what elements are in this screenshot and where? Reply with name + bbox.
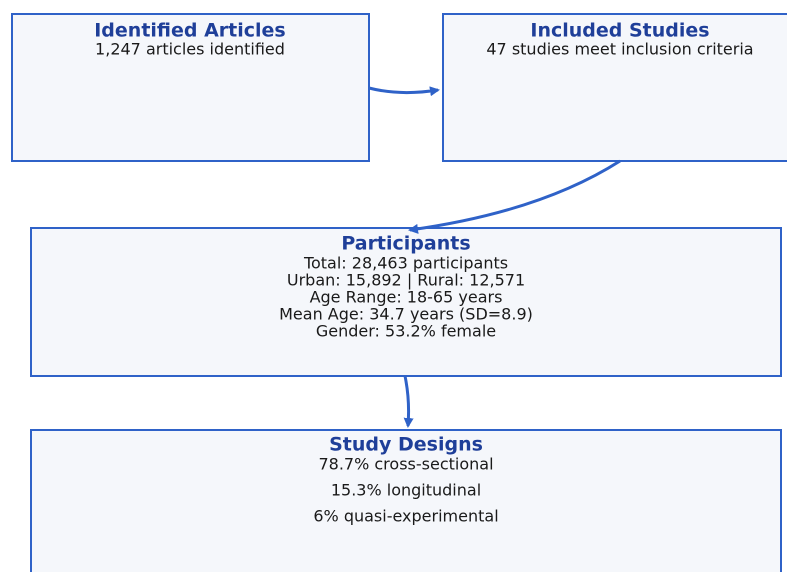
- node-box: [442, 13, 787, 162]
- node-title: Identified Articles: [94, 20, 286, 42]
- node-line: 15.3% longitudinal: [331, 481, 481, 500]
- node-line: Urban: 15,892 | Rural: 12,571: [287, 271, 525, 290]
- node-title: Study Designs: [329, 434, 483, 456]
- node-line: 1,247 articles identified: [95, 40, 285, 59]
- arrow: [408, 159, 621, 234]
- node-line: 78.7% cross-sectional: [318, 455, 493, 474]
- arrow: [368, 86, 440, 97]
- node-title: Participants: [341, 233, 470, 255]
- node-line: Gender: 53.2% female: [316, 322, 496, 341]
- node-box: [30, 429, 782, 572]
- node-line: Age Range: 18-65 years: [310, 288, 503, 307]
- node-line: Mean Age: 34.7 years (SD=8.9): [279, 305, 533, 324]
- node-title: Included Studies: [530, 20, 709, 42]
- node-box: [11, 13, 370, 162]
- node-line: Total: 28,463 participants: [303, 254, 508, 273]
- node-line: 6% quasi-experimental: [313, 507, 498, 526]
- arrow: [403, 375, 414, 428]
- node-line: 47 studies meet inclusion criteria: [486, 40, 753, 59]
